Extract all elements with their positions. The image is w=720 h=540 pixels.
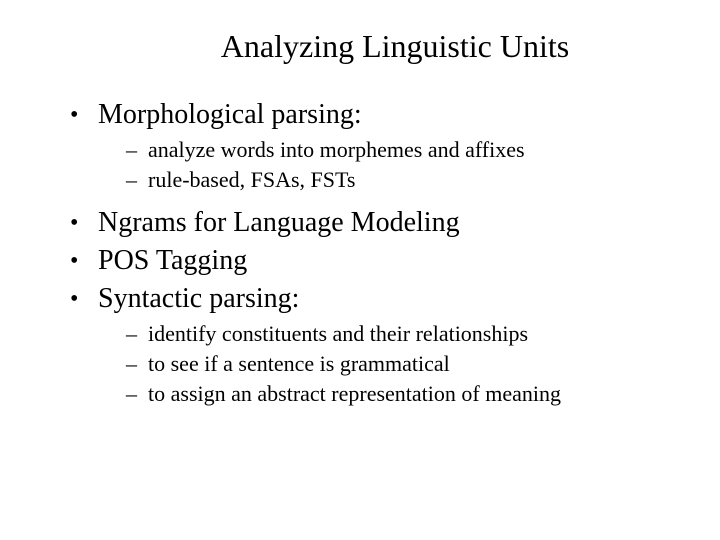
- list-subitem: identify constituents and their relation…: [126, 321, 680, 347]
- list-subitem: to assign an abstract representation of …: [126, 381, 680, 407]
- list-item-text: Syntactic parsing:: [98, 283, 299, 314]
- bullet-list-level2: identify constituents and their relation…: [98, 321, 680, 407]
- list-item: Morphological parsing: analyze words int…: [70, 99, 680, 193]
- list-item-text: Morphological parsing:: [98, 99, 362, 130]
- bullet-list-level1: Morphological parsing: analyze words int…: [40, 99, 680, 407]
- bullet-list-level2: analyze words into morphemes and affixes…: [98, 137, 680, 193]
- list-subitem: to see if a sentence is grammatical: [126, 351, 680, 377]
- list-item-text: POS Tagging: [98, 245, 247, 276]
- list-item: Ngrams for Language Modeling: [70, 207, 680, 239]
- list-item: Syntactic parsing: identify constituents…: [70, 283, 680, 407]
- list-subitem: rule-based, FSAs, FSTs: [126, 167, 680, 193]
- list-subitem: analyze words into morphemes and affixes: [126, 137, 680, 163]
- list-item: POS Tagging: [70, 245, 680, 277]
- slide: Analyzing Linguistic Units Morphological…: [0, 0, 720, 540]
- list-item-text: Ngrams for Language Modeling: [98, 207, 460, 238]
- slide-title: Analyzing Linguistic Units: [40, 28, 680, 65]
